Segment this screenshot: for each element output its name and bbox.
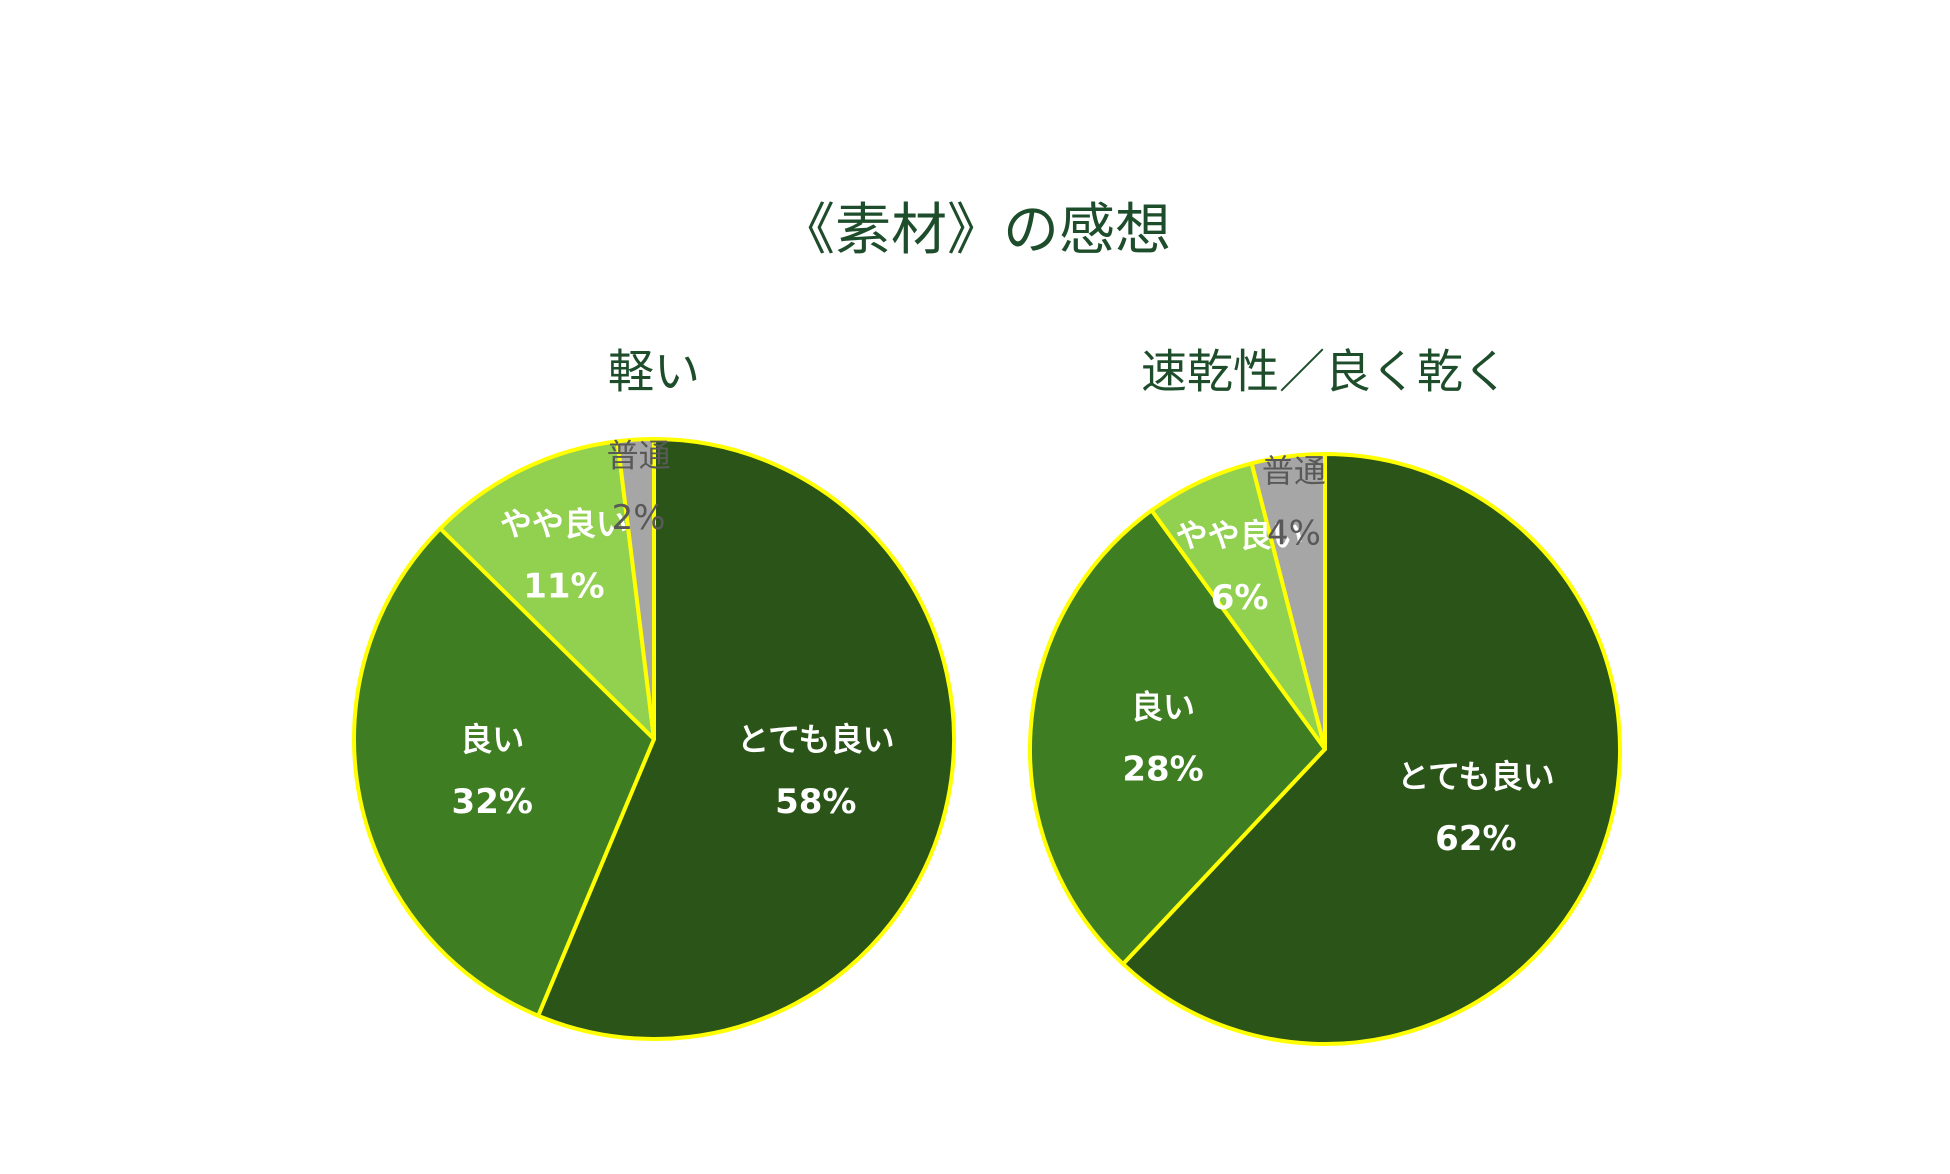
pie-slice xyxy=(615,437,656,741)
chart-title: 速乾性／良く乾く xyxy=(1141,345,1509,399)
slice-value-label: 6% xyxy=(1211,578,1269,618)
slice-category-label: とても良い xyxy=(1397,758,1554,796)
slice-value-label: 2% xyxy=(612,498,666,538)
slice-category-label: 普通 xyxy=(1262,452,1326,490)
slice-value-label: 58% xyxy=(775,782,856,822)
slice-value-label: 28% xyxy=(1122,749,1203,789)
slice-value-label: 62% xyxy=(1435,819,1516,859)
pie-slice xyxy=(1028,508,1327,967)
slice-category-label: 良い xyxy=(1131,688,1195,726)
slice-value-label: 32% xyxy=(452,782,533,822)
main-title: 《素材》の感想 xyxy=(779,198,1171,263)
chart-title: 軽い xyxy=(608,345,700,399)
slice-value-label: 11% xyxy=(523,566,604,606)
slice-category-label: やや良い xyxy=(1176,516,1304,554)
slice-value-label: 4% xyxy=(1267,514,1321,554)
slice-category-label: 良い xyxy=(460,720,524,758)
slice-category-label: とても良い xyxy=(737,720,894,758)
pie-slice xyxy=(352,526,656,1018)
pie-slice xyxy=(438,439,656,741)
pie-slice xyxy=(536,437,957,1041)
pie-slice xyxy=(1249,452,1327,751)
slice-category-label: やや良い xyxy=(500,505,628,543)
pie-slice xyxy=(1121,452,1622,1046)
slice-category-label: 普通 xyxy=(607,436,671,474)
